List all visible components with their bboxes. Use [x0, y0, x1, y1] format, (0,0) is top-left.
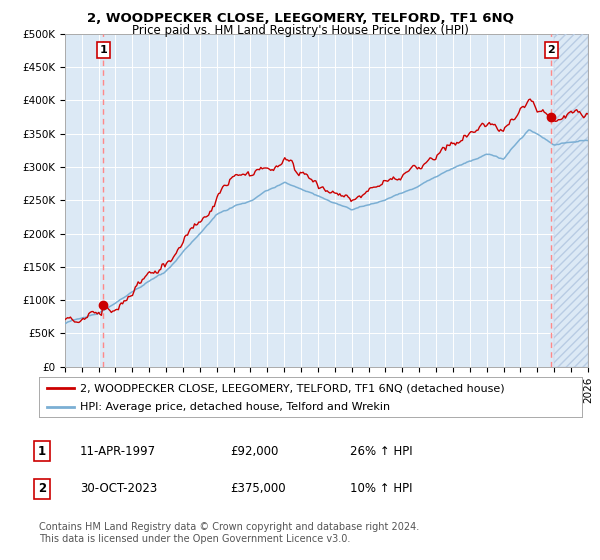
Text: 30-OCT-2023: 30-OCT-2023 — [80, 482, 157, 495]
Text: Contains HM Land Registry data © Crown copyright and database right 2024.
This d: Contains HM Land Registry data © Crown c… — [39, 522, 419, 544]
Text: £375,000: £375,000 — [230, 482, 286, 495]
Text: 2: 2 — [38, 482, 46, 495]
Text: 1: 1 — [100, 45, 107, 55]
Text: 10% ↑ HPI: 10% ↑ HPI — [350, 482, 413, 495]
Text: 2: 2 — [548, 45, 555, 55]
Text: HPI: Average price, detached house, Telford and Wrekin: HPI: Average price, detached house, Telf… — [80, 402, 390, 412]
Text: 26% ↑ HPI: 26% ↑ HPI — [350, 445, 413, 458]
Text: 2, WOODPECKER CLOSE, LEEGOMERY, TELFORD, TF1 6NQ (detached house): 2, WOODPECKER CLOSE, LEEGOMERY, TELFORD,… — [80, 383, 505, 393]
Text: 11-APR-1997: 11-APR-1997 — [80, 445, 156, 458]
Text: 1: 1 — [38, 445, 46, 458]
Text: Price paid vs. HM Land Registry's House Price Index (HPI): Price paid vs. HM Land Registry's House … — [131, 24, 469, 37]
Text: 2, WOODPECKER CLOSE, LEEGOMERY, TELFORD, TF1 6NQ: 2, WOODPECKER CLOSE, LEEGOMERY, TELFORD,… — [86, 12, 514, 25]
Text: £92,000: £92,000 — [230, 445, 278, 458]
